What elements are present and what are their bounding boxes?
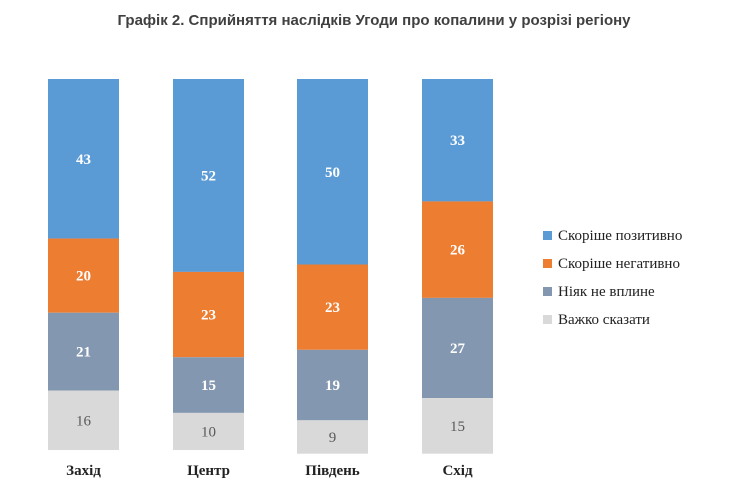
category-label: Південь [305, 463, 359, 479]
bar-segment [422, 297, 493, 399]
data-label: 20 [76, 269, 91, 285]
bar-segment [48, 238, 119, 313]
data-label: 26 [450, 243, 466, 259]
bar-segment [173, 271, 244, 358]
bar-segment [297, 264, 368, 350]
legend-label: Скоріше негативно [558, 256, 680, 272]
category-label: Центр [187, 463, 230, 479]
data-label: 23 [201, 308, 216, 324]
chart-title: Графік 2. Сприйняття наслідків Угоди про… [117, 12, 631, 29]
legend-swatch [543, 315, 552, 324]
category-label: Схід [442, 463, 473, 479]
data-label: 27 [450, 341, 466, 357]
data-label: 50 [325, 165, 340, 181]
bar-segment [173, 412, 244, 450]
bar-segment [173, 357, 244, 413]
legend-swatch [543, 287, 552, 296]
data-label: 21 [76, 345, 91, 361]
data-label: 23 [325, 300, 340, 316]
data-label: 15 [450, 419, 465, 435]
data-label: 19 [325, 378, 340, 394]
data-label: 52 [201, 168, 216, 184]
bar-segment [173, 79, 244, 272]
category-label: Захід [66, 463, 101, 479]
bar-segment [297, 349, 368, 421]
bar-segment [48, 312, 119, 391]
legend-label: Скоріше позитивно [558, 228, 682, 244]
bar-segment [48, 390, 119, 450]
data-label: 9 [329, 430, 337, 446]
legend-swatch [543, 259, 552, 268]
legend-label: Ніяк не вплине [558, 284, 655, 300]
bar-segment [422, 201, 493, 298]
data-label: 33 [450, 133, 465, 149]
bar-segment [297, 79, 368, 265]
data-label: 43 [76, 152, 91, 168]
data-label: 16 [76, 413, 92, 429]
data-label: 15 [201, 378, 216, 394]
bar-segment [297, 420, 368, 454]
bar-segment [422, 79, 493, 202]
legend-swatch [543, 231, 552, 240]
bar-segment [48, 79, 119, 239]
bar-segment [422, 398, 493, 454]
legend-label: Важко сказати [558, 312, 650, 328]
data-label: 10 [201, 424, 216, 440]
